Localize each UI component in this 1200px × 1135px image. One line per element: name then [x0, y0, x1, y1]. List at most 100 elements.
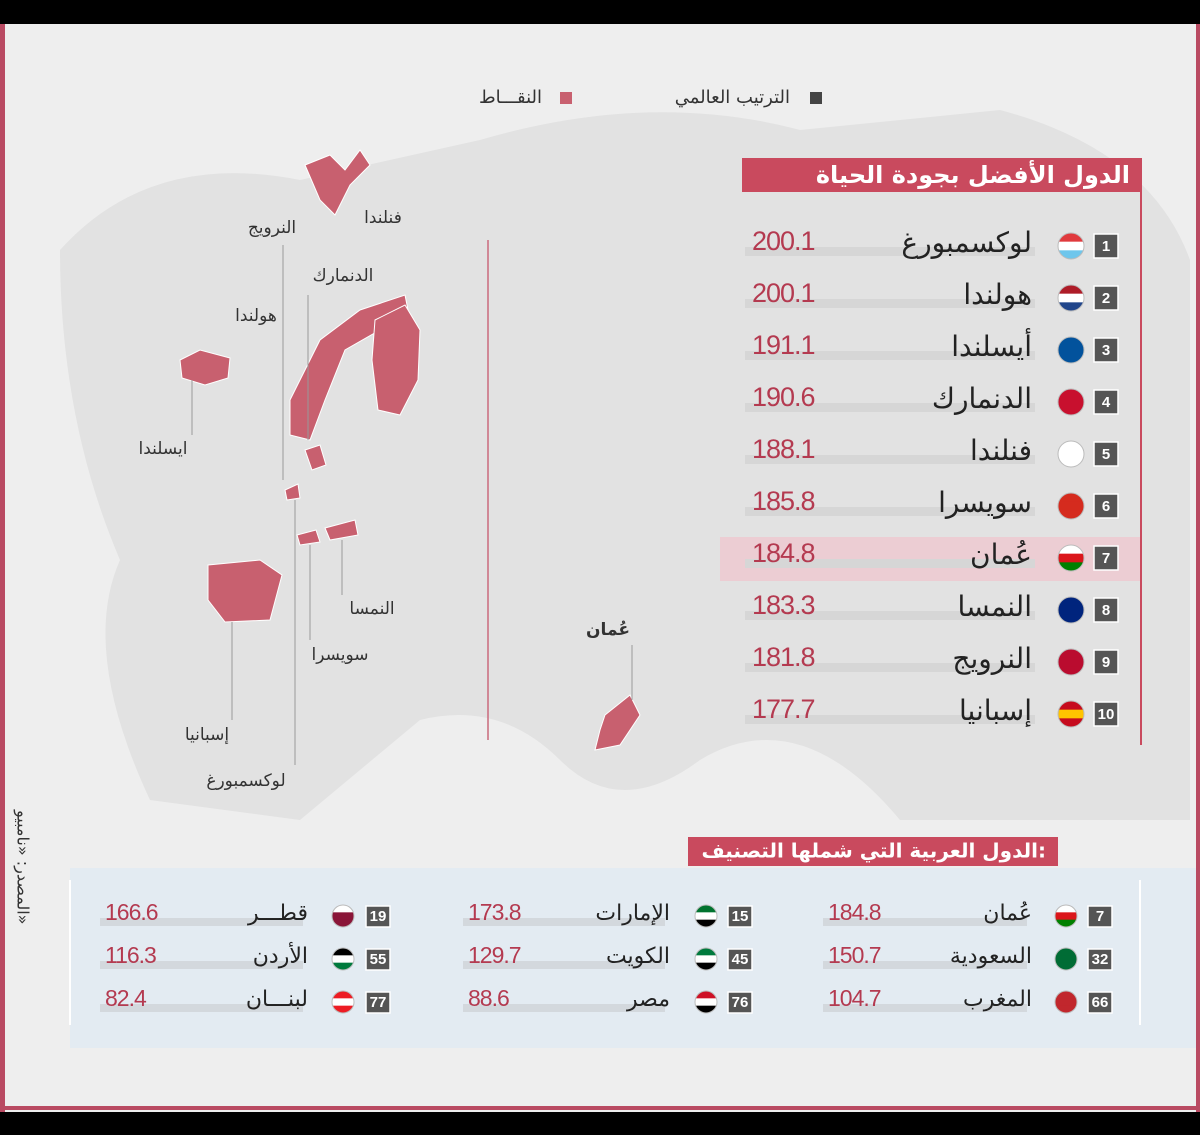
rank-box: [365, 948, 391, 971]
flag-stripe: [1055, 991, 1077, 999]
score: 191.1: [752, 330, 815, 360]
rank: 19: [370, 908, 387, 925]
flag-stripe: [1058, 605, 1084, 615]
flag-stripe: [1058, 657, 1084, 667]
flag-stripe: [1058, 345, 1084, 355]
flag-stripe: [1058, 701, 1084, 711]
flag-stripe: [695, 998, 717, 1007]
flag-stripe: [1058, 389, 1084, 399]
rank-box: [1087, 948, 1113, 971]
flag-stripe: [332, 948, 354, 956]
country: الإمارات: [595, 901, 670, 926]
flag-stripe: [1058, 493, 1084, 503]
flag-stripe: [332, 955, 354, 964]
flag-stripe: [1058, 597, 1084, 607]
flag-stripe: [332, 919, 354, 927]
rank-box: [1093, 493, 1119, 519]
flag-ring: [1057, 700, 1085, 728]
flag-stripe: [1058, 501, 1084, 511]
flag-stripe: [695, 1005, 717, 1013]
flag-ring: [1057, 388, 1085, 416]
flag-stripe: [1058, 285, 1084, 295]
rank: 15: [732, 908, 749, 925]
flag-stripe: [1055, 955, 1077, 964]
country: قطـــر: [247, 901, 308, 926]
flag-stripe: [1058, 302, 1084, 311]
flag-stripe: [1055, 948, 1077, 956]
flag: [1055, 948, 1077, 970]
flag-ring: [1057, 284, 1085, 312]
rank: 76: [732, 994, 749, 1011]
top10-title-box: [742, 158, 1142, 192]
legend-rank-swatch: [810, 92, 822, 104]
score-bar: [463, 961, 665, 969]
flag-ring: [1054, 904, 1078, 928]
score-bar: [745, 611, 1035, 620]
flag-stripe: [695, 919, 717, 927]
rank-box: [1093, 233, 1119, 259]
country: فنلندا: [970, 434, 1032, 467]
rank-box: [1093, 649, 1119, 675]
map-label: عُمان: [586, 620, 630, 640]
flag-stripe: [1058, 293, 1084, 303]
flag-stripe: [1058, 562, 1084, 571]
arab-band: [70, 868, 1196, 1048]
rank-box: [365, 991, 391, 1014]
score-bar: [463, 918, 665, 926]
score-bar: [100, 1004, 303, 1012]
flag-ring: [1057, 440, 1085, 468]
flag: [695, 905, 717, 927]
score: 173.8: [468, 899, 521, 925]
flag-stripe: [1058, 614, 1084, 623]
rank-box: [1093, 389, 1119, 415]
world-map: [60, 110, 1190, 820]
arab-title-box: [688, 837, 1058, 866]
flag-stripe: [332, 962, 354, 970]
score-bar: [823, 961, 1027, 969]
score: 184.8: [828, 899, 881, 925]
flag: [1055, 905, 1077, 927]
flag-stripe: [332, 905, 354, 913]
map-label: الدنمارك: [313, 266, 374, 286]
score: 200.1: [752, 278, 815, 308]
flag-stripe: [1058, 397, 1084, 407]
flag-ring: [1057, 492, 1085, 520]
rank-box: [1093, 285, 1119, 311]
flag-stripe: [1058, 241, 1084, 251]
score: 129.7: [468, 942, 521, 968]
score: 183.3: [752, 590, 815, 620]
score: 190.6: [752, 382, 815, 412]
rank: 9: [1102, 654, 1110, 671]
rank: 32: [1092, 951, 1109, 968]
score-bar: [745, 351, 1035, 360]
score-bar: [463, 1004, 665, 1012]
country: السعودية: [950, 944, 1032, 969]
flag-stripe: [1058, 354, 1084, 363]
flag-stripe: [1055, 912, 1077, 921]
flag-stripe: [1058, 406, 1084, 415]
country: سويسرا: [938, 486, 1032, 519]
flag-ring: [694, 904, 718, 928]
country: عُمان: [970, 538, 1032, 571]
legend-rank: الترتيب العالمي: [675, 87, 790, 108]
score-bar: [100, 918, 303, 926]
flag-stripe: [1058, 545, 1084, 555]
score: 188.1: [752, 434, 815, 464]
flag-stripe: [1055, 998, 1077, 1007]
legend-points-swatch: [560, 92, 572, 104]
flag-stripe: [695, 955, 717, 964]
flag-stripe: [1055, 1005, 1077, 1013]
rank-box: [1093, 441, 1119, 467]
country: لبنـــان: [246, 987, 308, 1012]
score: 104.7: [828, 985, 881, 1011]
top10-title: الدول الأفضل بجودة الحياة: [816, 160, 1130, 189]
country: الأردن: [253, 942, 308, 969]
flag: [1058, 545, 1084, 571]
flag-stripe: [1058, 250, 1084, 259]
country: أيسلندا: [951, 327, 1032, 363]
flag-ring: [1057, 232, 1085, 260]
rank: 1: [1102, 238, 1110, 255]
flag: [1058, 337, 1084, 363]
flag-stripe: [1058, 649, 1084, 659]
